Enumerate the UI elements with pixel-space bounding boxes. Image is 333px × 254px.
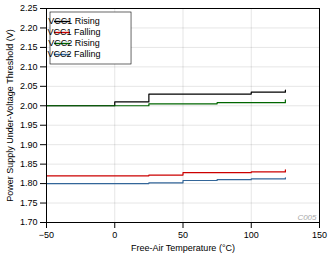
svg-text:100: 100 xyxy=(244,230,259,240)
svg-text:150: 150 xyxy=(312,230,327,240)
svg-text:1.70: 1.70 xyxy=(20,217,38,227)
svg-text:2.00: 2.00 xyxy=(20,101,38,111)
svg-text:VCC1 Rising: VCC1 Rising xyxy=(48,16,100,26)
svg-text:VCC2 Rising: VCC2 Rising xyxy=(48,38,100,48)
svg-text:−50: −50 xyxy=(39,230,54,240)
svg-text:2.10: 2.10 xyxy=(20,62,38,72)
svg-text:50: 50 xyxy=(178,230,188,240)
svg-text:1.80: 1.80 xyxy=(20,178,38,188)
svg-text:2.15: 2.15 xyxy=(20,42,38,52)
svg-text:2.25: 2.25 xyxy=(20,3,38,13)
svg-text:2.05: 2.05 xyxy=(20,81,38,91)
svg-text:C005: C005 xyxy=(297,213,317,222)
svg-text:1.95: 1.95 xyxy=(20,120,38,130)
svg-text:VCC2 Falling: VCC2 Falling xyxy=(47,49,100,59)
svg-text:VCC1 Falling: VCC1 Falling xyxy=(47,27,100,37)
svg-text:Power Supply Under-Voltage Thr: Power Supply Under-Voltage Threshold (V) xyxy=(5,29,15,201)
svg-text:0: 0 xyxy=(112,230,117,240)
svg-text:1.90: 1.90 xyxy=(20,140,38,150)
svg-text:1.75: 1.75 xyxy=(20,198,38,208)
svg-text:1.85: 1.85 xyxy=(20,159,38,169)
svg-text:Free-Air Temperature (°C): Free-Air Temperature (°C) xyxy=(131,243,235,253)
svg-text:2.20: 2.20 xyxy=(20,23,38,33)
